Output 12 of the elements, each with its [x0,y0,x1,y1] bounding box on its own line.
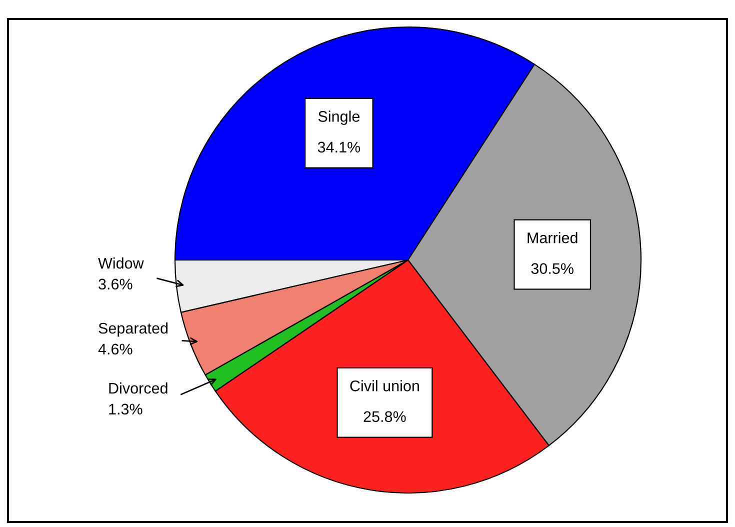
slice-label: Civil union [350,380,419,392]
data-label: 4.6% [98,344,132,355]
slice-label: Widow [98,257,144,269]
data-label: 30.5% [531,263,574,274]
data-label: 1.3% [109,404,142,415]
slice-label: Married [528,232,578,244]
slice-label: Divorced [109,382,168,394]
data-label: 34.1% [318,142,360,153]
slice-label: Separated [98,322,168,337]
data-label: 3.6% [98,278,132,290]
slice-label: Single [318,110,360,125]
data-label: 25.8% [364,411,406,422]
